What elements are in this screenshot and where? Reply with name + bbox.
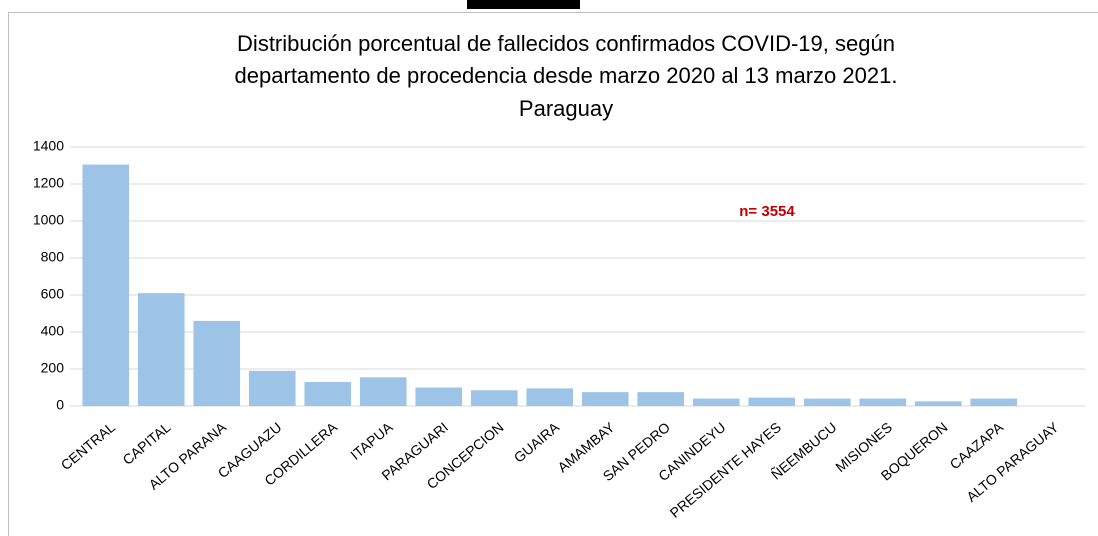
bar [415,387,463,406]
bar [914,401,962,406]
x-tick-label: CENTRAL [58,419,119,473]
bar [304,381,352,406]
x-tick-label: ITAPUA [347,418,396,463]
y-tick-label: 1000 [33,212,64,228]
bar [470,390,518,406]
top-bar [467,0,580,9]
y-tick-label: 800 [41,249,65,265]
x-tick-label: ALTO PARAGUAY [963,418,1062,505]
bar [803,398,851,406]
y-tick-label: 200 [41,360,65,376]
chart-border [8,12,1098,536]
y-tick-label: 400 [41,323,65,339]
bar [692,398,740,406]
y-tick-label: 1200 [33,175,64,191]
bar [581,392,629,406]
chart-title: departamento de procedencia desde marzo … [235,63,898,88]
bar [82,164,130,406]
bar [859,398,907,406]
x-tick-label: CAPITAL [119,419,173,468]
bar [637,392,685,406]
y-tick-label: 0 [56,397,64,413]
bar [526,388,574,406]
bar [137,293,185,406]
bar [359,377,407,406]
bar [248,370,296,406]
bar [970,398,1018,406]
annotation: n= 3554 [739,203,795,220]
x-tick-label: GUAIRA [511,418,563,465]
chart-title: Distribución porcentual de fallecidos co… [237,31,895,56]
chart-title: Paraguay [519,96,613,121]
bar [748,397,796,406]
bar [193,320,241,406]
y-tick-label: 1400 [33,138,64,154]
y-tick-label: 600 [41,286,65,302]
x-tick-label: PRESIDENTE HAYES [667,419,784,521]
